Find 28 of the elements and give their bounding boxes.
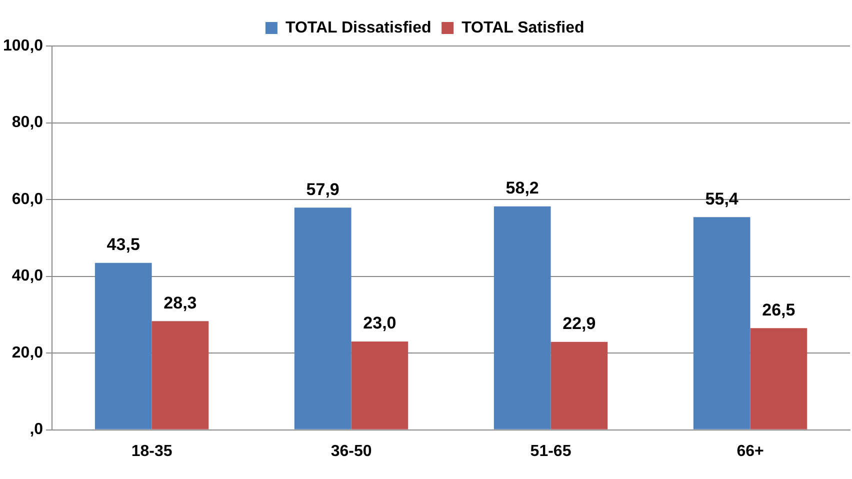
- data-label: 23,0: [363, 314, 396, 333]
- data-label: 28,3: [164, 293, 197, 312]
- y-tick-label: 80,0: [12, 114, 44, 132]
- data-label: 58,2: [506, 178, 539, 198]
- bar: [294, 208, 352, 430]
- y-tick-label: 20,0: [12, 344, 44, 362]
- data-label: 57,9: [306, 180, 340, 199]
- x-tick-label: 51-65: [530, 442, 572, 460]
- data-label: 43,5: [106, 235, 140, 254]
- bar: [94, 262, 152, 430]
- x-tick-label: 18-35: [131, 442, 172, 460]
- y-tick-label: ,0: [30, 421, 44, 438]
- x-tick-label: 66+: [736, 442, 764, 460]
- y-tick-label: 100,0: [2, 37, 44, 54]
- data-label: 22,9: [562, 314, 596, 334]
- data-label: 26,5: [762, 300, 796, 320]
- legend-label: TOTAL Dissatisfied: [285, 19, 432, 36]
- bar: [750, 328, 808, 430]
- bar: [693, 217, 750, 430]
- legend-label: TOTAL Satisfied: [462, 19, 584, 36]
- bar: [351, 342, 408, 430]
- bar: [152, 321, 209, 430]
- y-tick-label: 40,0: [12, 268, 44, 285]
- x-tick-label: 36-50: [330, 442, 372, 460]
- data-label: 55,4: [705, 189, 739, 208]
- y-tick-label: 60,0: [12, 190, 44, 208]
- bar: [494, 206, 551, 430]
- bar: [550, 342, 608, 430]
